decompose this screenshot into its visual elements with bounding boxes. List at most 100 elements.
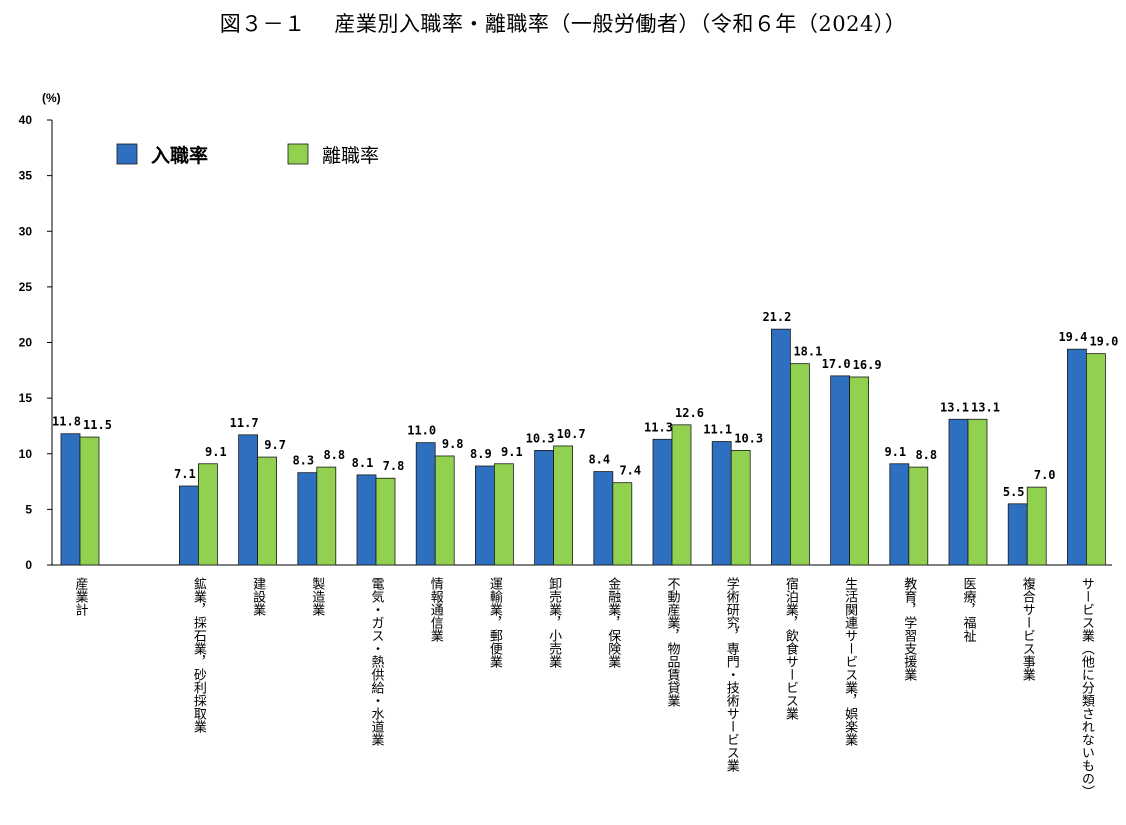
bar-separation-rate: [553, 445, 573, 566]
data-label: 7.8: [383, 459, 405, 473]
category-label: 卸売業，小売業: [546, 576, 562, 668]
bar-separation-rate: [257, 456, 278, 566]
category-label: 複合サービス事業: [1020, 576, 1036, 681]
legend-label: 入職率: [151, 144, 208, 167]
bar-separation-rate: [493, 463, 514, 566]
data-label: 11.1: [703, 423, 732, 437]
data-label: 11.8: [52, 415, 81, 429]
bar-entry-rate: [297, 472, 318, 566]
bar-entry-rate: [948, 418, 969, 566]
category-label: 製造業: [309, 577, 325, 616]
data-label: 9.1: [501, 445, 523, 459]
y-tick-label: 20: [19, 336, 33, 350]
bar-separation-rate: [908, 466, 929, 566]
bar-separation-rate: [1026, 486, 1047, 566]
data-label: 8.1: [352, 456, 374, 470]
data-label: 10.7: [557, 427, 586, 441]
y-tick-label: 0: [25, 558, 32, 572]
y-axis-ticks: 0 5 10 15 20 25 30 35 40 (%): [19, 91, 61, 572]
data-label: 10.3: [526, 431, 555, 445]
bar-separation-rate: [79, 436, 100, 566]
data-label: 13.1: [971, 400, 1000, 414]
data-label: 9.1: [884, 445, 906, 459]
data-label: 8.4: [588, 453, 610, 467]
bar-entry-rate: [238, 434, 259, 566]
y-tick-label: 30: [19, 224, 33, 238]
bar-entry-rate: [593, 471, 614, 566]
y-axis-label: (%): [42, 91, 61, 105]
data-label: 10.3: [734, 431, 763, 445]
bar-entry-rate: [771, 328, 791, 566]
bar-entry-rate: [889, 463, 910, 566]
data-label: 8.8: [323, 448, 345, 462]
y-tick-label: 10: [19, 447, 33, 461]
data-label: 18.1: [793, 345, 822, 359]
bar-separation-rate: [849, 376, 869, 566]
category-label: 電気・ガス・熱供給・水道業: [369, 577, 385, 746]
chart-title: 図３－１ 産業別入職率・離職率（一般労働者）（令和６年（2024））: [219, 12, 907, 36]
data-label: 8.3: [292, 454, 314, 468]
category-label: 宿泊業，飲食サービス業: [783, 576, 799, 720]
data-label: 19.4: [1058, 330, 1087, 344]
category-label: 生活関連サービス業，娯楽業: [842, 577, 858, 746]
data-label: 7.4: [619, 464, 641, 478]
data-label: 11.0: [407, 424, 436, 438]
category-label: 学術研究，専門・技術サービス業: [724, 576, 740, 772]
category-labels: 産業計 鉱業，採石業，砂利採取業 建設業 製造業 電気・ガス・熱供給・水道業 情報通信業 運…: [73, 576, 1095, 798]
data-label: 11.5: [83, 418, 112, 432]
bar-entry-rate: [356, 474, 377, 566]
bar-entry-rate: [60, 433, 81, 566]
bar-entry-rate: [534, 450, 554, 566]
bar-entry-rate: [652, 438, 673, 566]
legend: 入職率 離職率: [116, 143, 379, 167]
bar-separation-rate: [316, 466, 337, 566]
bar-separation-rate: [671, 424, 692, 566]
category-label: 金融業，保険業: [605, 576, 621, 668]
data-label: 12.6: [675, 406, 704, 420]
category-label: 不動産業，物品賃貸業: [665, 577, 681, 707]
bar-entry-rate: [711, 441, 732, 566]
data-label: 9.8: [442, 437, 464, 451]
category-label: 医療，福祉: [961, 577, 977, 643]
category-label: 運輸業，郵便業: [487, 577, 503, 668]
legend-swatch: [116, 143, 138, 165]
data-label: 21.2: [762, 310, 791, 324]
data-label: 7.1: [174, 467, 196, 481]
data-label: 11.7: [230, 416, 259, 430]
bar-entry-rate: [474, 465, 495, 566]
bar-entry-rate: [1007, 503, 1028, 566]
category-label: 産業計: [73, 576, 89, 616]
bars: [60, 328, 1106, 566]
bar-separation-rate: [1086, 353, 1106, 566]
data-label: 19.0: [1089, 335, 1118, 349]
data-label: 9.1: [205, 445, 227, 459]
bar-separation-rate: [967, 418, 988, 566]
category-label: 鉱業，採石業，砂利採取業: [191, 576, 207, 733]
data-label: 8.9: [470, 447, 492, 461]
bar-entry-rate: [178, 485, 199, 566]
category-label: サービス業（他に分類されないもの）: [1079, 577, 1095, 798]
data-label: 9.7: [264, 438, 286, 452]
data-label: 7.0: [1034, 468, 1056, 482]
category-label: 建設業: [250, 577, 266, 616]
y-tick-label: 40: [19, 113, 33, 127]
data-label: 11.3: [644, 420, 673, 434]
bar-entry-rate: [415, 442, 436, 566]
bar-entry-rate: [1067, 348, 1087, 566]
bar-separation-rate: [197, 463, 218, 566]
data-label: 8.8: [915, 448, 937, 462]
bar-separation-rate: [375, 477, 396, 566]
bar-separation-rate: [434, 455, 455, 566]
data-labels: 11.8 11.5 7.1 9.1 11.7 9.7 8.3 8.8 8.1 7.8 11.0 9.8…: [52, 310, 1118, 499]
category-label: 情報通信業: [428, 577, 444, 642]
bar-separation-rate: [790, 363, 810, 566]
bar-separation-rate: [730, 450, 751, 566]
y-tick-label: 25: [19, 280, 33, 294]
data-label: 16.9: [853, 358, 882, 372]
y-tick-label: 15: [19, 391, 33, 405]
legend-label: 離職率: [322, 145, 379, 167]
bar-entry-rate: [830, 375, 850, 566]
category-label: 教育，学習支援業: [901, 576, 917, 681]
y-tick-label: 35: [19, 169, 33, 183]
